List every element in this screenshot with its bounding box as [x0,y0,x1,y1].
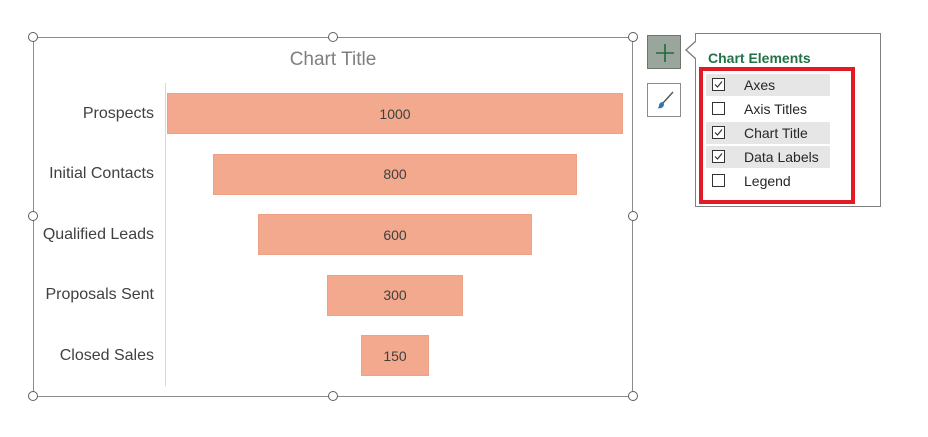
checkmark-icon [714,81,723,88]
category-label: Qualified Leads [42,225,154,243]
funnel-bar[interactable] [212,153,578,195]
funnel-bar[interactable] [360,335,430,376]
resize-handle-left[interactable] [28,211,38,221]
chart-elements-button[interactable] [647,35,681,69]
plus-icon [656,44,674,62]
checkbox[interactable] [712,102,725,115]
option-data-labels[interactable]: Data Labels [706,146,830,168]
category-label: Prospects [82,104,154,122]
data-label[interactable]: 800 [383,166,407,182]
option-label: Data Labels [744,149,819,165]
highlight-box [699,67,855,204]
chart-area[interactable]: Chart Title 1000 Prospects 800 Initial Cont… [33,37,633,397]
checkbox[interactable] [712,174,725,187]
chart-title[interactable]: Chart Title [289,49,377,70]
resize-handle-bottom[interactable] [328,391,338,401]
data-label[interactable]: 300 [383,287,407,303]
category-axis-line [165,83,166,386]
checkbox[interactable] [712,150,725,163]
chart-elements-heading: Chart Elements [708,50,811,66]
option-label: Axis Titles [744,101,808,117]
option-axes[interactable]: Axes [706,74,830,96]
data-label[interactable]: 150 [383,347,407,364]
option-label: Legend [744,173,791,189]
option-label: Chart Title [744,125,808,141]
funnel-bar[interactable] [167,93,623,134]
category-label: Initial Contacts [49,165,154,182]
checkmark-icon [714,153,723,160]
category-label: Proposals Sent [45,286,154,303]
resize-handle-top-right[interactable] [628,32,638,42]
option-axis-titles[interactable]: Axis Titles [706,98,830,120]
resize-handle-top-left[interactable] [28,32,38,42]
resize-handle-top[interactable] [328,32,338,42]
chart-elements-panel: Chart Elements [695,33,881,207]
option-chart-title[interactable]: Chart Title [706,122,830,144]
data-label[interactable]: 600 [383,226,407,243]
resize-handle-right[interactable] [628,211,638,221]
funnel-bar[interactable] [326,274,464,316]
checkbox[interactable] [712,78,725,91]
resize-handle-bottom-right[interactable] [628,391,638,401]
checkbox[interactable] [712,126,725,139]
option-label: Axes [744,77,776,93]
category-label: Closed Sales [59,346,154,364]
data-label[interactable]: 1000 [379,105,411,122]
funnel-bar[interactable] [258,214,532,255]
checkmark-icon [714,129,723,136]
chart-styles-button[interactable] [647,83,681,117]
flyout-pointer-fill [687,41,697,59]
resize-handle-bottom-left[interactable] [28,391,38,401]
option-legend[interactable]: Legend [706,170,830,192]
paintbrush-icon [657,91,674,109]
